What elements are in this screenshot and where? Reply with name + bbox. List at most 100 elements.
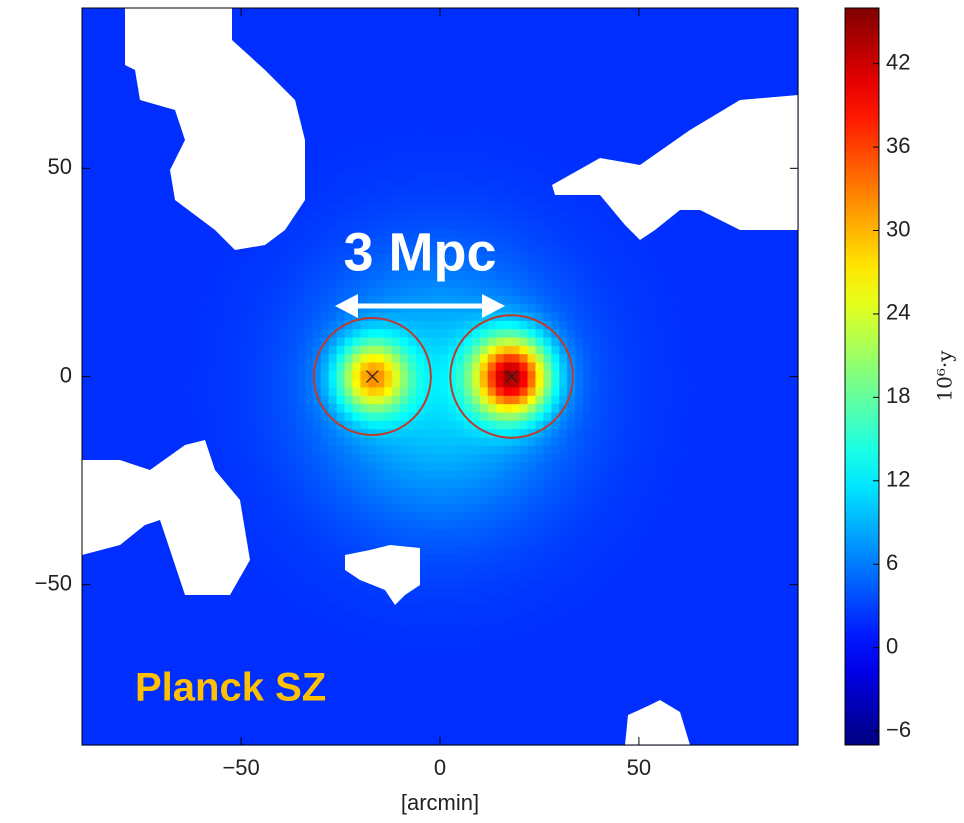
heatmap-cell xyxy=(408,370,417,379)
heatmap-cell xyxy=(305,528,314,537)
heatmap-cell xyxy=(225,270,234,279)
heatmap-cell xyxy=(512,603,521,612)
heatmap-cell xyxy=(464,79,473,88)
heatmap-cell xyxy=(512,720,521,729)
heatmap-cell xyxy=(504,562,513,571)
heatmap-cell xyxy=(408,645,417,654)
heatmap-cell xyxy=(464,612,473,621)
heatmap-cell xyxy=(273,429,282,438)
heatmap-cell xyxy=(352,12,361,21)
heatmap-cell xyxy=(305,370,314,379)
heatmap-cell xyxy=(416,379,425,388)
heatmap-cell xyxy=(329,129,338,138)
heatmap-cell xyxy=(130,603,139,612)
heatmap-cell xyxy=(416,520,425,529)
heatmap-cell xyxy=(376,703,385,712)
heatmap-cell xyxy=(456,562,465,571)
heatmap-cell xyxy=(337,154,346,163)
heatmap-cell xyxy=(146,379,155,388)
heatmap-cell xyxy=(281,645,290,654)
heatmap-cell xyxy=(257,8,266,13)
heatmap-cell xyxy=(424,187,433,196)
heatmap-cell xyxy=(416,462,425,471)
heatmap-cell xyxy=(313,562,322,571)
heatmap-cell xyxy=(177,237,186,246)
heatmap-cell xyxy=(400,70,409,79)
heatmap-cell xyxy=(424,320,433,329)
heatmap-cell xyxy=(352,45,361,54)
heatmap-cell xyxy=(249,12,258,21)
heatmap-cell xyxy=(480,470,489,479)
heatmap-cell xyxy=(98,320,107,329)
heatmap-cell xyxy=(448,720,457,729)
heatmap-cell xyxy=(98,653,107,662)
heatmap-cell xyxy=(464,578,473,587)
heatmap-cell xyxy=(257,462,266,471)
heatmap-cell xyxy=(170,245,179,254)
heatmap-cell xyxy=(297,387,306,396)
heatmap-cell xyxy=(249,653,258,662)
heatmap-cell xyxy=(520,387,529,396)
heatmap-cell xyxy=(273,470,282,479)
heatmap-cell xyxy=(122,229,131,238)
heatmap-cell xyxy=(488,37,497,46)
heatmap-cell xyxy=(400,737,409,746)
heatmap-cell xyxy=(496,553,505,562)
heatmap-cell xyxy=(520,628,529,637)
heatmap-cell xyxy=(352,179,361,188)
heatmap-cell xyxy=(368,162,377,171)
heatmap-cell xyxy=(217,653,226,662)
heatmap-cell xyxy=(488,95,497,104)
heatmap-cell xyxy=(106,154,115,163)
heatmap-cell xyxy=(297,37,306,46)
heatmap-cell xyxy=(114,437,123,446)
heatmap-cell xyxy=(130,570,139,579)
heatmap-cell xyxy=(520,712,529,721)
heatmap-cell xyxy=(289,29,298,38)
heatmap-cell xyxy=(384,79,393,88)
heatmap-cell xyxy=(456,379,465,388)
heatmap-cell xyxy=(512,320,521,329)
heatmap-cell xyxy=(185,370,194,379)
heatmap-cell xyxy=(352,628,361,637)
heatmap-cell xyxy=(138,354,147,363)
heatmap-cell xyxy=(98,628,107,637)
heatmap-cell xyxy=(90,670,99,679)
heatmap-cell xyxy=(138,645,147,654)
heatmap-cell xyxy=(424,470,433,479)
heatmap-cell xyxy=(424,95,433,104)
heatmap-cell xyxy=(82,220,91,229)
heatmap-cell xyxy=(488,587,497,596)
heatmap-cell xyxy=(265,454,274,463)
heatmap-cell xyxy=(456,495,465,504)
heatmap-cell xyxy=(432,570,441,579)
heatmap-cell xyxy=(384,387,393,396)
heatmap-cell xyxy=(265,637,274,646)
heatmap-cell xyxy=(440,362,449,371)
heatmap-cell xyxy=(345,545,354,554)
heatmap-cell xyxy=(432,578,441,587)
heatmap-cell xyxy=(82,129,91,138)
heatmap-cell xyxy=(289,612,298,621)
heatmap-cell xyxy=(472,645,481,654)
heatmap-cell xyxy=(337,545,346,554)
heatmap-cell xyxy=(329,95,338,104)
heatmap-cell xyxy=(448,445,457,454)
heatmap-cell xyxy=(177,270,186,279)
heatmap-cell xyxy=(185,429,194,438)
heatmap-cell xyxy=(114,445,123,454)
heatmap-cell xyxy=(138,329,147,338)
heatmap-cell xyxy=(265,512,274,521)
heatmap-cell xyxy=(209,295,218,304)
heatmap-cell xyxy=(480,553,489,562)
heatmap-cell xyxy=(90,362,99,371)
heatmap-cell xyxy=(305,437,314,446)
heatmap-cell xyxy=(416,395,425,404)
heatmap-cell xyxy=(520,270,529,279)
heatmap-cell xyxy=(185,262,194,271)
heatmap-cell xyxy=(130,412,139,421)
heatmap-cell xyxy=(345,528,354,537)
heatmap-cell xyxy=(90,262,99,271)
heatmap-cell xyxy=(360,454,369,463)
heatmap-cell xyxy=(114,637,123,646)
